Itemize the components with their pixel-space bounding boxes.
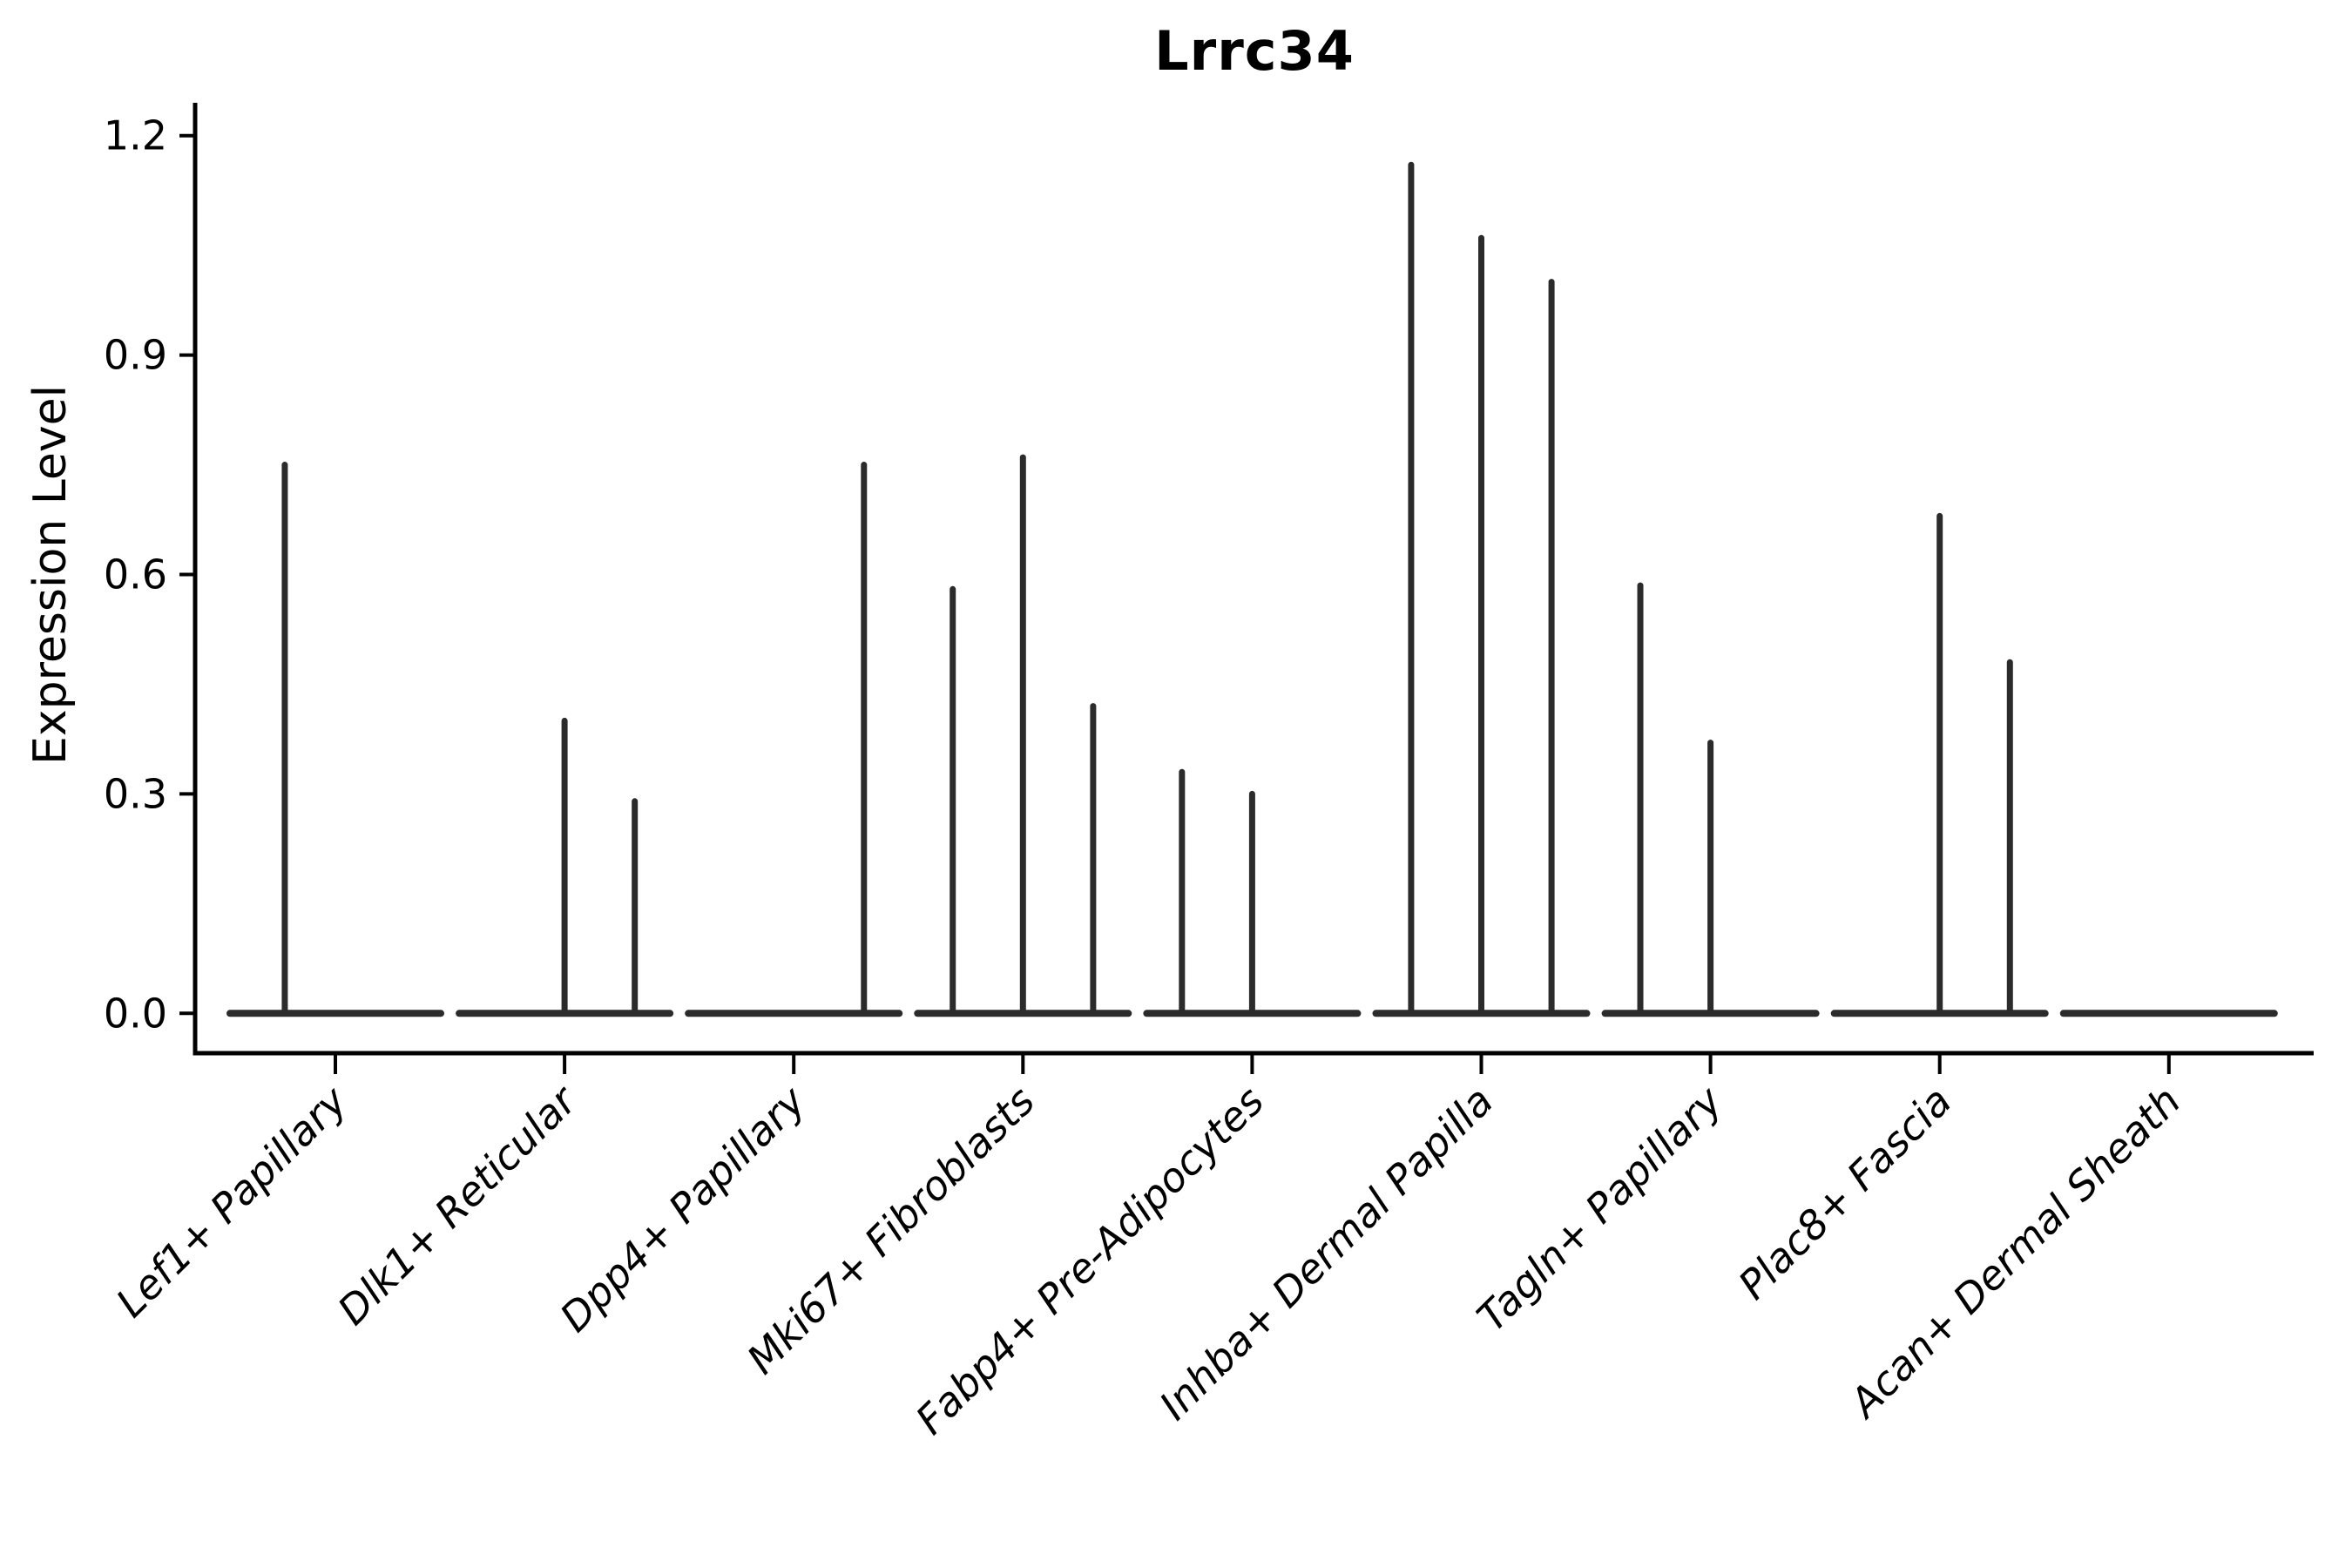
x-tick-label: Dpp4+ Papillary bbox=[551, 1077, 814, 1341]
x-tick-label: Tagln+ Papillary bbox=[1468, 1077, 1732, 1341]
y-tick-label: 0.3 bbox=[104, 770, 167, 817]
y-tick-label: 0.6 bbox=[104, 551, 167, 598]
x-tick-label: Plac8+ Fascia bbox=[1729, 1078, 1960, 1308]
x-tick-label: Dlk1+ Reticular bbox=[328, 1075, 587, 1334]
chart-title: Lrrc34 bbox=[1154, 19, 1355, 83]
x-tick-label: Lef1+ Papillary bbox=[107, 1077, 356, 1326]
y-tick-label: 0.0 bbox=[104, 990, 167, 1037]
y-tick-label: 0.9 bbox=[104, 332, 167, 379]
y-tick-label: 1.2 bbox=[104, 112, 167, 159]
